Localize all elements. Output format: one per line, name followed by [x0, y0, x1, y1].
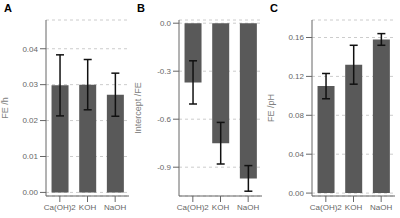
svg-text:-0.6: -0.6 [157, 115, 171, 124]
svg-text:-0.3: -0.3 [157, 67, 171, 76]
svg-text:0.0: 0.0 [160, 19, 172, 28]
svg-text:0.16: 0.16 [288, 33, 304, 42]
html-text:C: C [270, 2, 278, 14]
svg-text:Ca(OH)2: Ca(OH)2 [177, 203, 210, 212]
svg-text:NaOH: NaOH [370, 203, 392, 212]
svg-text:KOH: KOH [212, 203, 230, 212]
svg-text:KOH: KOH [345, 203, 363, 212]
svg-text:FE /h: FE /h [8, 97, 10, 119]
svg-text:0.12: 0.12 [288, 72, 304, 81]
svg-text:0.00: 0.00 [22, 188, 38, 197]
svg-text:0.03: 0.03 [22, 80, 38, 89]
svg-text:FE /pH: FE /pH [266, 94, 276, 122]
svg-text:NaOH: NaOH [237, 203, 259, 212]
svg-text:KOH: KOH [79, 203, 97, 212]
html-text:A: A [4, 2, 12, 14]
svg-text:Ca(OH)2: Ca(OH)2 [310, 203, 343, 212]
svg-text:Ca(OH)2: Ca(OH)2 [44, 203, 77, 212]
svg-text:0.04: 0.04 [22, 45, 38, 54]
svg-text:0.08: 0.08 [288, 111, 304, 120]
svg-text:0.01: 0.01 [22, 152, 38, 161]
svg-text:0.02: 0.02 [22, 116, 38, 125]
svg-text:NaOH: NaOH [104, 203, 126, 212]
html-text:B: B [137, 2, 145, 14]
svg-text:0.00: 0.00 [288, 189, 304, 198]
svg-text:-0.9: -0.9 [157, 163, 171, 172]
svg-text:0.04: 0.04 [288, 150, 304, 159]
svg-text:Intercept /FE: Intercept /FE [133, 82, 143, 134]
